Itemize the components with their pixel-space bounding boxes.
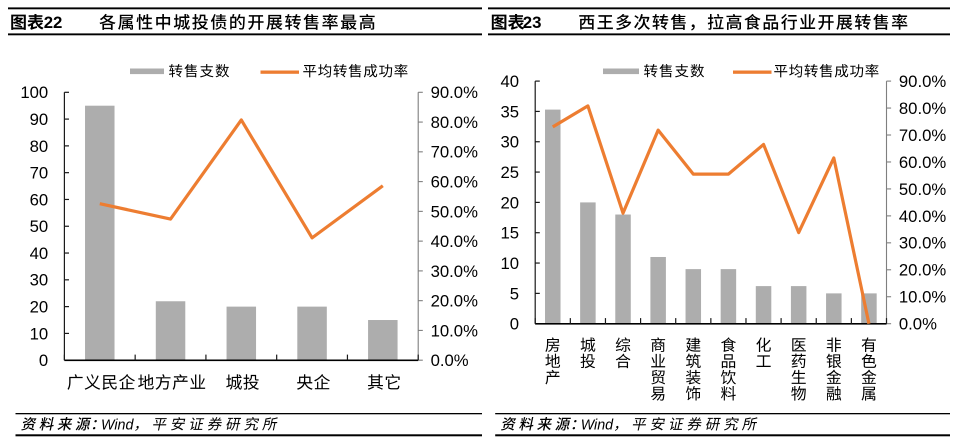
svg-text:20.0%: 20.0% [899,261,946,280]
svg-text:70.0%: 70.0% [899,126,946,145]
svg-text:30.0%: 30.0% [899,234,946,253]
svg-text:22: 22 [44,13,63,32]
svg-text:40.0%: 40.0% [899,207,946,226]
svg-text:50.0%: 50.0% [431,202,478,221]
svg-text:20: 20 [30,298,49,317]
svg-text:80: 80 [30,137,49,156]
svg-text:23: 23 [523,13,542,32]
svg-text:60.0%: 60.0% [431,173,478,192]
svg-text:80.0%: 80.0% [431,113,478,132]
svg-text:80.0%: 80.0% [899,99,946,118]
svg-text:70: 70 [30,164,49,183]
svg-text:25: 25 [500,163,519,182]
svg-text:20: 20 [500,193,519,212]
svg-text:40: 40 [30,244,49,263]
svg-text:70.0%: 70.0% [431,143,478,162]
svg-text:0.0%: 0.0% [431,351,469,370]
svg-text:Wind: Wind [101,417,134,433]
svg-text:100: 100 [20,83,48,102]
svg-text:50: 50 [30,217,49,236]
svg-text:40.0%: 40.0% [431,232,478,251]
svg-text:0: 0 [510,315,519,334]
svg-text:10.0%: 10.0% [899,288,946,307]
svg-text:0.0%: 0.0% [899,315,937,334]
svg-text:10: 10 [30,324,49,343]
svg-text:10.0%: 10.0% [431,321,478,340]
svg-text:90.0%: 90.0% [431,83,478,102]
svg-text:90: 90 [30,110,49,129]
svg-text:0: 0 [39,351,48,370]
svg-text:35: 35 [500,102,519,121]
svg-text:30: 30 [30,271,49,290]
svg-text:20.0%: 20.0% [431,292,478,311]
svg-text:60: 60 [30,190,49,209]
svg-text:50.0%: 50.0% [899,180,946,199]
svg-text:90.0%: 90.0% [899,72,946,91]
svg-text:10: 10 [500,254,519,273]
svg-text:30.0%: 30.0% [431,262,478,281]
svg-text:40: 40 [500,72,519,91]
svg-text:15: 15 [500,224,519,243]
svg-text:5: 5 [510,284,519,303]
svg-text:60.0%: 60.0% [899,153,946,172]
svg-text:30: 30 [500,133,519,152]
svg-text:Wind: Wind [581,417,614,433]
